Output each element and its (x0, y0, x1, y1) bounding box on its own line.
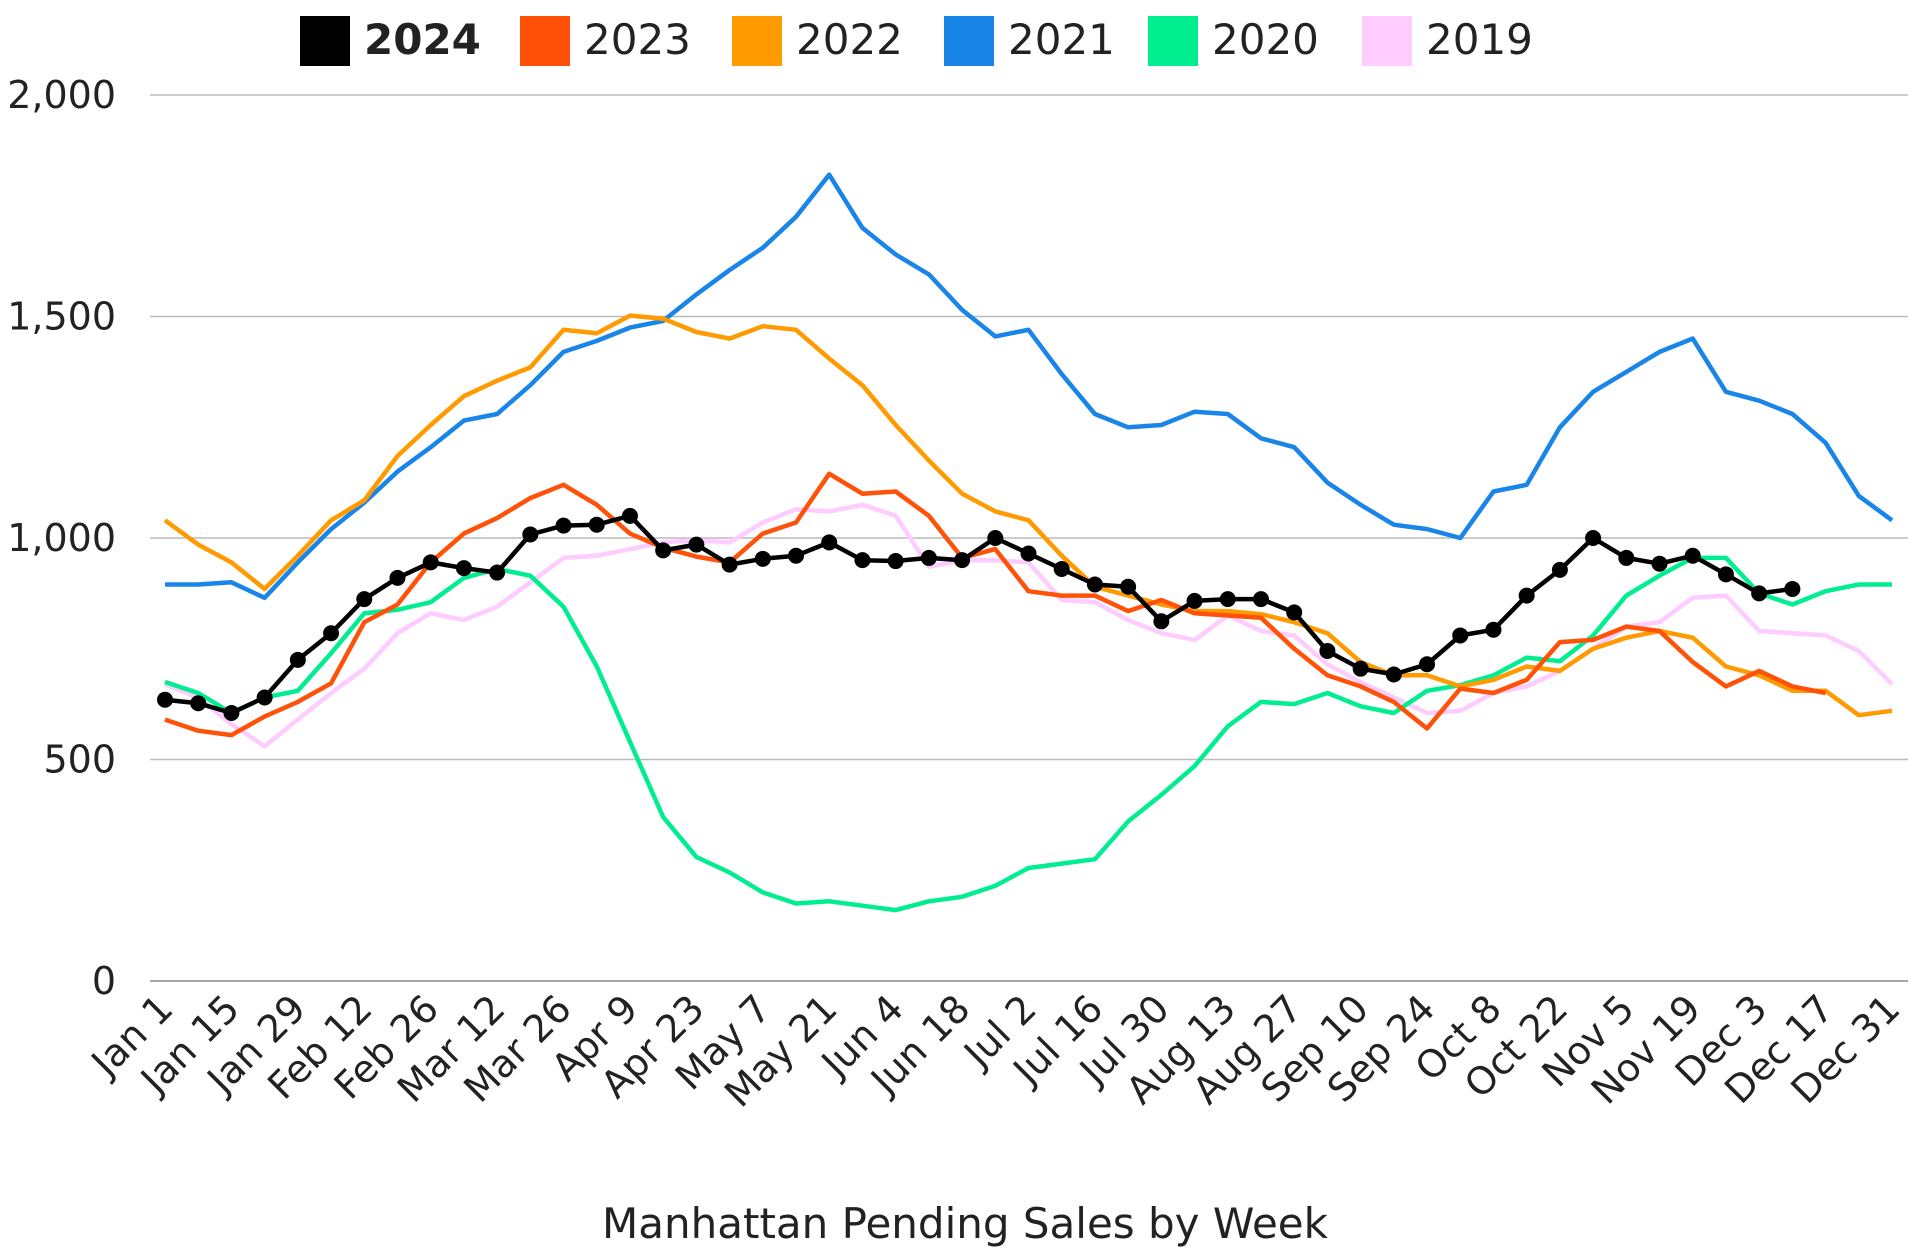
point (455, 560, 472, 577)
legend-label: 2024 (364, 15, 481, 64)
point (489, 564, 506, 581)
point (621, 507, 638, 524)
series-line (164, 555, 1892, 913)
point (555, 517, 572, 534)
series-line (164, 502, 1894, 749)
point (1485, 621, 1502, 638)
y-tick-label: 2,000 (7, 73, 116, 117)
point (1252, 591, 1269, 608)
legend-swatch (300, 16, 350, 66)
point (289, 651, 306, 668)
point (223, 704, 240, 721)
point (1618, 549, 1635, 566)
point (1784, 580, 1801, 597)
legend-label: 2023 (584, 15, 691, 64)
point (1651, 555, 1668, 572)
legend-label: 2020 (1212, 15, 1319, 64)
point (1120, 578, 1137, 595)
point (190, 695, 207, 712)
point (1186, 592, 1203, 609)
point (854, 552, 871, 569)
y-tick-label: 0 (92, 959, 116, 1003)
point (1086, 576, 1103, 593)
point (1053, 561, 1070, 578)
point (1020, 545, 1037, 562)
series-line (164, 513, 1793, 716)
point (389, 569, 406, 586)
point (323, 625, 340, 642)
point (1518, 587, 1535, 604)
point (1751, 585, 1768, 602)
point (356, 591, 373, 608)
series-line (165, 172, 1894, 601)
point (1319, 642, 1336, 659)
point (1684, 547, 1701, 564)
point (1551, 561, 1568, 578)
point (1153, 613, 1170, 630)
point (954, 552, 971, 569)
point (1452, 627, 1469, 644)
point (1352, 660, 1369, 677)
legend-swatch (732, 16, 782, 66)
legend-label: 2021 (1008, 15, 1115, 64)
y-tick-label: 1,500 (7, 295, 116, 339)
legend-swatch (944, 16, 994, 66)
point (1385, 666, 1402, 683)
point (788, 547, 805, 564)
point (157, 691, 173, 708)
point (1286, 604, 1303, 621)
point (920, 549, 937, 566)
point (721, 556, 738, 573)
point (256, 689, 273, 706)
point (655, 542, 672, 559)
point (1419, 656, 1436, 673)
point (987, 530, 1004, 546)
point (821, 534, 838, 551)
point (1219, 591, 1236, 608)
point (522, 526, 539, 543)
point (688, 536, 705, 553)
chart-title: Manhattan Pending Sales by Week (602, 1199, 1329, 1248)
point (1717, 566, 1734, 583)
point (588, 516, 605, 533)
y-tick-label: 500 (43, 738, 116, 782)
legend-swatch (1362, 16, 1412, 66)
series-line (163, 313, 1893, 718)
legend-swatch (1148, 16, 1198, 66)
legend-swatch (520, 16, 570, 66)
y-tick-label: 1,000 (7, 516, 116, 560)
point (754, 550, 771, 567)
series-line (164, 471, 1827, 738)
point (887, 553, 904, 570)
legend-label: 2019 (1426, 15, 1533, 64)
legend-label: 2022 (796, 15, 903, 64)
point (422, 554, 439, 571)
point (1585, 530, 1602, 546)
